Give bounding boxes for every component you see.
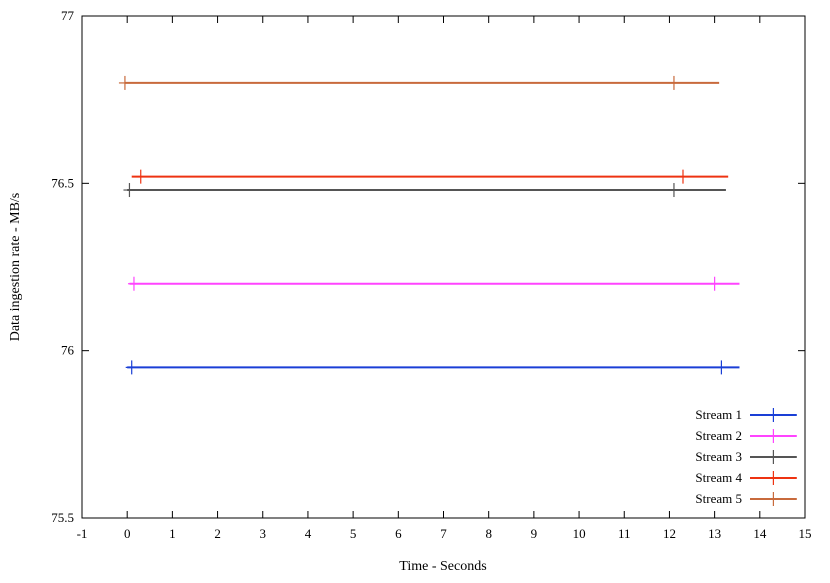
series-layer [118,75,740,375]
legend-label: Stream 1 [695,407,742,422]
x-axis-title: Time - Seconds [399,559,486,574]
legend-label: Stream 4 [695,470,742,485]
x-tick-label: 5 [350,526,357,541]
y-axis-title: Data ingestion rate - MB/s [8,193,23,342]
x-tick-label: 7 [440,526,447,541]
legend-label: Stream 3 [695,449,742,464]
x-tick-label: 0 [124,526,131,541]
y-tick-label: 76 [61,343,75,358]
legend-label: Stream 2 [695,428,742,443]
y-axis-ticks: 75.5 76 76.5 77 [51,8,805,525]
x-tick-label: 4 [305,526,312,541]
x-tick-label: -1 [77,526,88,541]
x-tick-label: 1 [169,526,176,541]
x-tick-label: 15 [799,526,812,541]
x-tick-label: 6 [395,526,402,541]
x-tick-label: 13 [708,526,721,541]
x-tick-label: 8 [485,526,492,541]
y-tick-label: 77 [61,8,75,23]
x-axis-ticks: -1 0 1 2 3 4 5 6 7 8 9 10 11 12 13 14 15 [77,16,812,541]
x-tick-label: 11 [618,526,631,541]
x-tick-label: 14 [753,526,767,541]
legend: Stream 1 Stream 2 Stream 3 Stream 4 Stream 5 [695,407,797,506]
x-tick-label: 3 [260,526,267,541]
x-tick-label: 9 [531,526,538,541]
x-tick-label: 10 [573,526,586,541]
x-tick-label: 2 [214,526,221,541]
legend-label: Stream 5 [695,491,742,506]
y-tick-label: 76.5 [51,175,74,190]
x-tick-label: 12 [663,526,676,541]
y-tick-label: 75.5 [51,510,74,525]
